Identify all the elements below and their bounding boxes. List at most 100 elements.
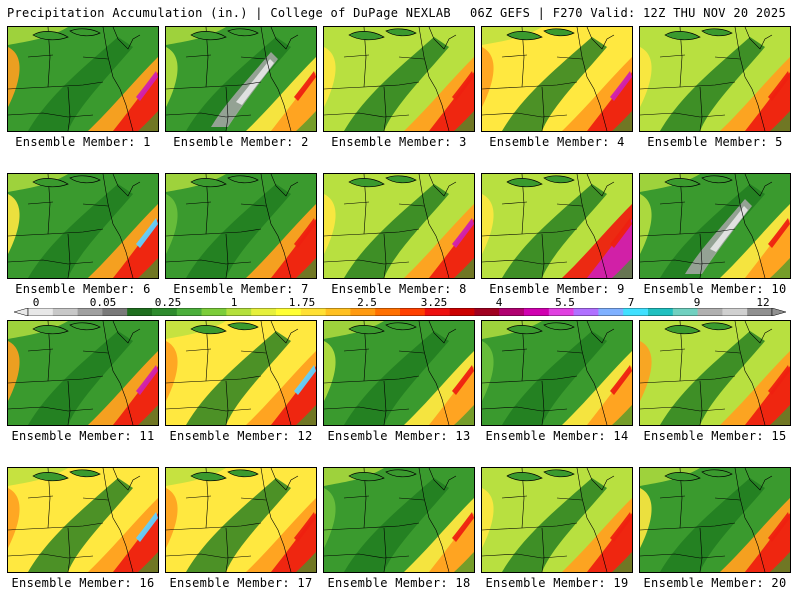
- precip-map-19: [482, 468, 632, 572]
- ensemble-member-label: Ensemble Member: 10: [643, 282, 787, 296]
- state-boundary-line: [428, 321, 457, 344]
- precip-coast-band-mid: [587, 219, 632, 278]
- precip-dry-swath: [660, 331, 765, 425]
- precip-dry-swath: [660, 478, 765, 572]
- state-boundary-line: [102, 468, 134, 572]
- great-lake-ontario: [543, 175, 575, 184]
- state-boundary-line: [501, 54, 528, 58]
- state-boundary-line: [343, 348, 370, 352]
- precip-coast-core: [610, 218, 632, 248]
- state-boundary-line: [225, 527, 229, 572]
- precip-west-band: [640, 194, 652, 254]
- state-boundary-line: [659, 54, 686, 58]
- colorbar-swatch: [102, 308, 128, 316]
- precip-dry-swath: [502, 184, 607, 278]
- colorbar-left-arrow: [14, 308, 29, 316]
- colorbar-swatch: [747, 308, 773, 316]
- colorbar-swatch: [573, 308, 599, 316]
- state-boundary-line: [67, 380, 71, 425]
- ensemble-map-2: [165, 26, 317, 132]
- colorbar-swatch: [648, 308, 674, 316]
- ensemble-map-18: [323, 467, 475, 573]
- state-boundary-line: [166, 228, 262, 237]
- colorbar-swatch: [598, 308, 624, 316]
- precip-coast-band-mid: [271, 219, 316, 278]
- state-boundary-line: [699, 380, 703, 425]
- precip-ocean-strip: [296, 405, 316, 425]
- state-boundary-line: [112, 321, 141, 344]
- colorbar-swatch: [77, 308, 103, 316]
- precip-white-swath: [710, 206, 748, 252]
- great-lake-ontario: [69, 469, 101, 478]
- precip-west-band: [482, 488, 494, 548]
- header-left-title: Precipitation Accumulation (in.) | Colle…: [7, 6, 451, 20]
- precip-dry-swath: [28, 37, 133, 131]
- colorbar-swatch: [524, 308, 550, 316]
- precip-coast-band-mid: [113, 513, 158, 572]
- precip-dry-swath: [502, 37, 607, 131]
- precip-coast-core: [768, 512, 790, 542]
- state-boundary-line: [343, 495, 370, 499]
- great-lake-erie: [664, 31, 701, 41]
- colorbar-swatch: [697, 308, 723, 316]
- ensemble-member-label: Ensemble Member: 2: [173, 135, 309, 149]
- precip-west-band: [640, 488, 652, 548]
- state-boundary-line: [8, 375, 104, 384]
- state-boundary-line: [27, 201, 54, 205]
- ensemble-member-label: Ensemble Member: 1: [15, 135, 151, 149]
- colorbar-tick-label: 4: [495, 296, 503, 309]
- great-lake-erie: [190, 472, 227, 482]
- precip-coast-core: [610, 512, 632, 542]
- state-boundary-line: [324, 522, 420, 531]
- great-lake-ontario: [385, 469, 417, 478]
- precip-map-2: [166, 27, 316, 131]
- great-lake-ontario: [69, 322, 101, 331]
- great-lake-ontario: [227, 28, 259, 37]
- precip-coast-band-mid: [587, 513, 632, 572]
- precip-coast-core: [136, 71, 158, 101]
- state-boundary-line: [343, 54, 370, 58]
- great-lake-erie: [32, 325, 69, 335]
- ensemble-map-11: [7, 320, 159, 426]
- great-lake-ontario: [227, 175, 259, 184]
- great-lake-erie: [190, 178, 227, 188]
- colorbar-swatch: [672, 308, 698, 316]
- colorbar-swatch: [176, 308, 202, 316]
- colorbar-swatch: [152, 308, 178, 316]
- precip-coast-core: [452, 71, 474, 101]
- state-boundary-line: [102, 27, 134, 131]
- precip-map-3: [324, 27, 474, 131]
- ensemble-map-4: [481, 26, 633, 132]
- state-boundary-line: [260, 321, 292, 425]
- state-boundary-line: [260, 27, 292, 131]
- state-boundary-line: [166, 522, 262, 531]
- precip-dry-swath: [186, 331, 291, 425]
- great-lake-erie: [348, 472, 385, 482]
- colorbar-tick-label: 3.25: [420, 296, 448, 309]
- state-boundary-line: [418, 174, 450, 278]
- ensemble-member-label: Ensemble Member: 8: [331, 282, 467, 296]
- great-lake-erie: [32, 178, 69, 188]
- precip-map-13: [324, 321, 474, 425]
- state-boundary-line: [714, 350, 741, 354]
- great-lake-erie: [32, 472, 69, 482]
- state-boundary-line: [482, 406, 568, 412]
- precip-coast-core: [136, 512, 158, 542]
- state-boundary-line: [67, 86, 71, 131]
- colorbar-svg: [14, 308, 786, 316]
- state-boundary-line: [185, 495, 212, 499]
- precip-dry-swath: [28, 331, 133, 425]
- precip-dry-swath: [186, 184, 291, 278]
- colorbar-swatch: [400, 308, 426, 316]
- state-boundary-line: [8, 259, 94, 265]
- precip-dry-swath: [344, 184, 449, 278]
- state-boundary-line: [343, 201, 370, 205]
- precip-coast-band-mid: [429, 513, 474, 572]
- state-boundary-line: [8, 406, 94, 412]
- state-boundary-line: [67, 527, 71, 572]
- ensemble-map-14: [481, 320, 633, 426]
- precip-west-band: [640, 47, 652, 107]
- state-boundary-line: [576, 321, 608, 425]
- state-boundary-line: [640, 81, 736, 90]
- state-boundary-line: [240, 350, 267, 354]
